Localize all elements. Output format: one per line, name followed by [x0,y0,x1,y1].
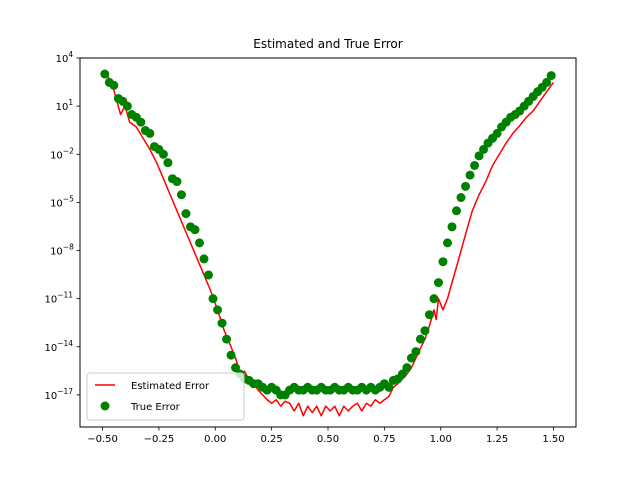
chart-title: Estimated and True Error [253,37,402,51]
true-error-point [194,238,204,248]
true-error-point [420,326,430,336]
true-error-point [492,128,502,138]
y-tick-label: 10 −17 [44,387,73,402]
series-estimated-error-line [106,73,555,417]
y-tick-label: 10 −11 [44,291,73,306]
y-tick-label: 10 −5 [50,194,74,209]
true-error-point [217,318,227,328]
true-error-point [222,334,232,344]
true-error-point [465,170,475,180]
true-error-point [415,334,425,344]
legend: Estimated Error True Error [86,372,245,421]
y-tick-exponent: −11 [57,291,73,300]
true-error-point [122,101,132,111]
true-error-point [411,347,421,357]
y-tick-base: 10 [44,343,57,354]
true-error-point [100,69,110,79]
y-tick-exponent: −2 [63,146,74,155]
true-error-point [204,270,214,280]
x-tick-label: 0.25 [261,434,283,445]
true-error-point [181,209,191,219]
true-error-point [479,144,489,154]
x-axis: −0.50 −0.25 0.00 0.25 0.50 0.75 1.00 1.25 1.50 [87,427,565,445]
legend-label: Estimated Error [131,381,210,392]
x-tick-label: −0.25 [144,434,175,445]
legend-swatch-marker [100,401,110,411]
y-tick-base: 10 [44,295,57,306]
true-error-point [406,353,416,363]
true-error-point [213,305,223,315]
true-error-point [384,382,394,392]
y-tick-base: 10 [44,391,57,402]
true-error-point [447,222,457,232]
true-error-point [145,128,155,138]
true-error-point [433,278,443,288]
true-error-point [172,177,182,187]
true-error-point [429,294,439,304]
y-tick-base: 10 [50,198,63,209]
true-error-point [176,190,186,200]
y-tick-label: 10 4 [56,50,74,65]
x-tick-label: 1.00 [430,434,452,445]
true-error-point [442,238,452,248]
series-layer [100,69,556,417]
true-error-point [163,158,173,168]
true-error-point [452,206,462,216]
true-error-point [402,363,412,373]
y-tick-base: 10 [50,150,63,161]
series-true-error-markers [100,69,556,400]
y-tick-base: 10 [56,54,69,65]
legend-label: True Error [130,402,181,413]
true-error-point [542,77,552,87]
true-error-point [424,310,434,320]
x-tick-label: 1.50 [542,434,564,445]
x-tick-label: 0.75 [373,434,395,445]
true-error-point [226,350,236,360]
true-error-point [461,181,471,191]
y-tick-base: 10 [56,102,69,113]
y-tick-label: 10 −2 [50,146,74,161]
y-tick-label: 10 1 [56,98,74,113]
x-tick-label: −0.50 [87,434,118,445]
true-error-point [199,254,209,264]
true-error-point [158,149,168,159]
x-tick-label: 1.25 [486,434,508,445]
y-tick-exponent: 1 [68,98,73,107]
true-error-point [397,369,407,379]
y-tick-base: 10 [50,247,63,258]
y-tick-exponent: −8 [63,243,74,252]
true-error-point [109,80,119,90]
y-tick-exponent: −17 [57,387,73,396]
y-tick-exponent: 4 [68,50,73,59]
true-error-point [474,151,484,161]
true-error-point [136,117,146,127]
plot-area [79,57,577,428]
true-error-point [231,363,241,373]
true-error-point [438,257,448,267]
y-tick-exponent: −14 [57,339,73,348]
y-tick-exponent: −5 [63,194,74,203]
true-error-point [456,193,466,203]
y-tick-label: 10 −8 [50,243,74,258]
true-error-point [546,71,556,81]
true-error-point [190,225,200,235]
legend-box [86,372,245,421]
x-tick-label: 0.00 [204,434,226,445]
y-tick-label: 10 −14 [44,339,73,354]
x-tick-label: 0.50 [317,434,339,445]
true-error-point [208,294,218,304]
true-error-point [470,160,480,170]
